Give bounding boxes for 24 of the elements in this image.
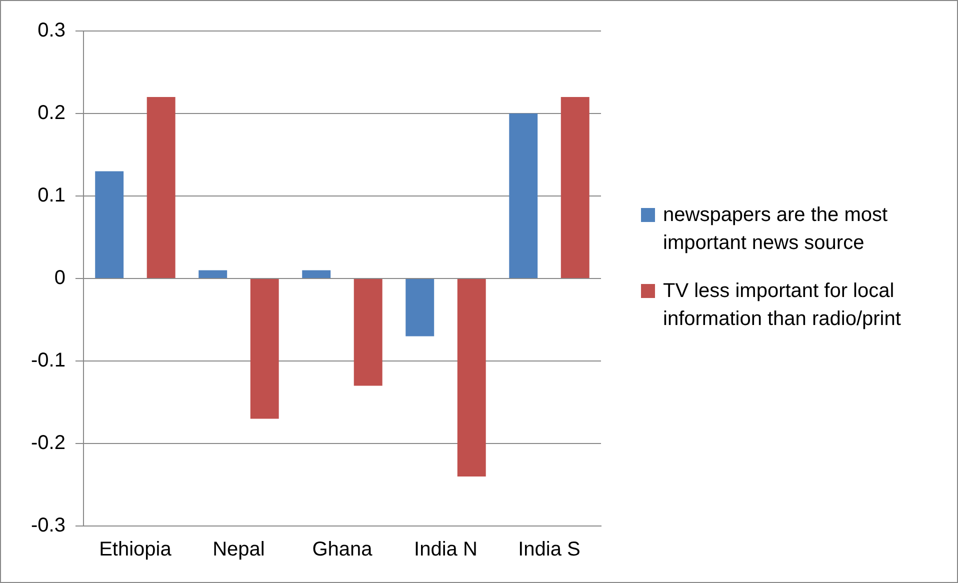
bar xyxy=(457,279,486,476)
bar xyxy=(95,171,124,278)
y-tick-label: -0.3 xyxy=(30,514,66,537)
y-tick-label: 0.1 xyxy=(38,184,66,207)
bar xyxy=(354,279,382,386)
x-tick-label: India N xyxy=(414,538,478,561)
bar xyxy=(509,114,538,278)
y-tick-label: 0.3 xyxy=(38,20,66,42)
bar xyxy=(250,279,279,419)
x-tick-label: Ethiopia xyxy=(99,538,172,561)
bar xyxy=(302,270,331,278)
legend-label: TV less important for local information than radio/print xyxy=(663,279,902,332)
bar xyxy=(406,279,434,336)
x-tick-label: Nepal xyxy=(212,538,265,561)
x-tick-label: India S xyxy=(518,538,580,561)
y-tick-label: -0.2 xyxy=(30,432,66,454)
y-tick-label: -0.1 xyxy=(30,350,66,372)
bar xyxy=(146,97,176,278)
y-tick-label: 0 xyxy=(54,267,66,290)
bar xyxy=(198,270,228,278)
bar xyxy=(560,97,590,278)
legend-label: newspapers are the most important news source xyxy=(663,203,889,256)
x-tick-label: Ghana xyxy=(312,538,374,561)
y-tick-label: 0.2 xyxy=(38,102,66,124)
